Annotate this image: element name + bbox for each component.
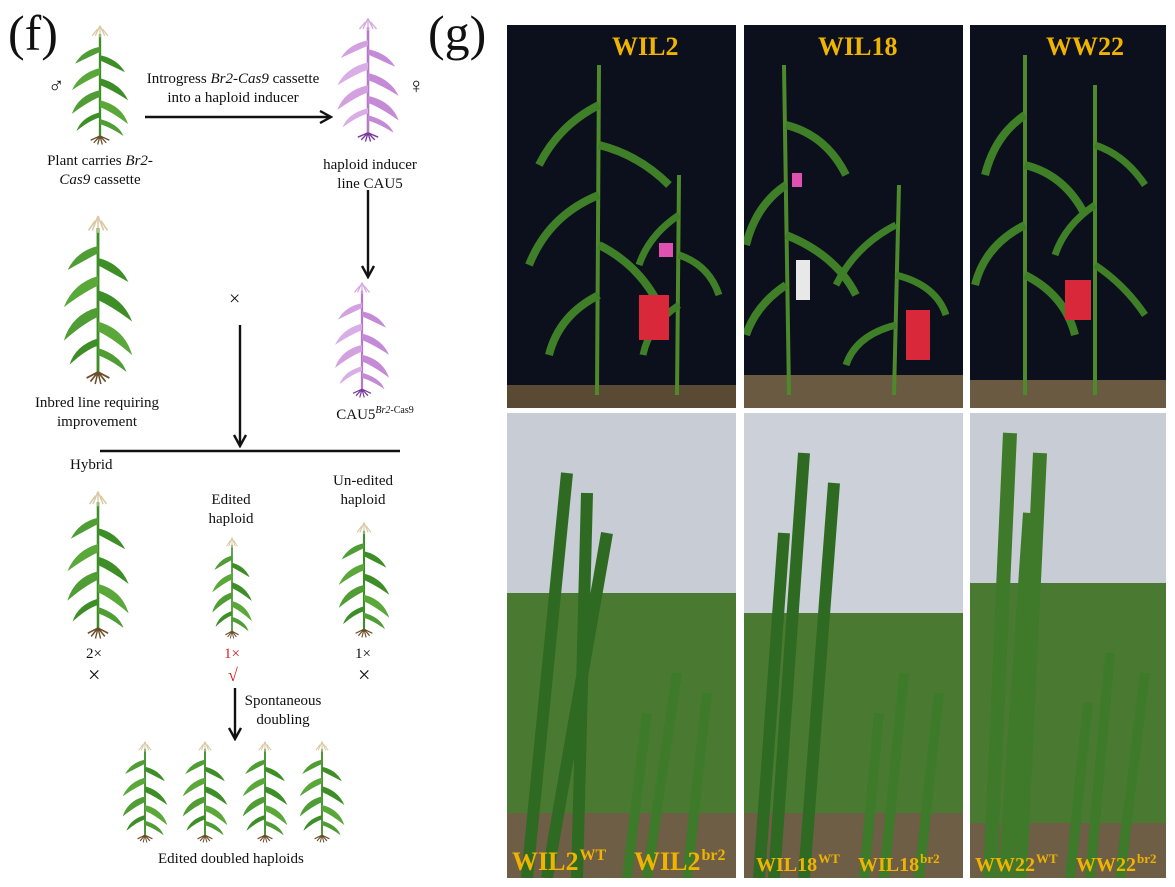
photo-wil18-plant xyxy=(744,25,963,408)
label-wil2-wt: WIL2WT xyxy=(512,847,607,876)
introgress-label: Introgress Br2-Cas9 cassette into a hapl… xyxy=(146,71,320,106)
edited-ploidy: 1× xyxy=(224,646,240,662)
cau5-edited-label: CAU5Br2-Cas9 xyxy=(336,405,414,423)
label-wil18-wt: WIL18WT xyxy=(756,851,840,876)
carrier-plant-icon xyxy=(70,24,130,146)
doubled-haploid-plant-icon xyxy=(181,740,229,844)
hybrid-label: Hybrid xyxy=(70,457,113,473)
panel-f-diagram xyxy=(61,17,400,844)
photo-wil2-field xyxy=(507,413,736,878)
label-wil2-br2: WIL2br2 xyxy=(634,847,726,876)
inbred-label: Inbred line requiring improvement xyxy=(34,395,160,430)
doubled-haploid-plant-icon xyxy=(298,740,346,844)
unedited-haploid-label: Un-edited haploid xyxy=(333,473,393,508)
label-wil18: WIL18 xyxy=(818,32,898,61)
edited-haploid-plant-icon xyxy=(211,536,253,640)
haploid-inducer-plant-icon xyxy=(336,17,400,143)
label-wil18-br2: WIL18br2 xyxy=(858,851,940,876)
label-ww22-br2: WW22br2 xyxy=(1076,851,1157,876)
male-symbol: ♂ xyxy=(48,73,65,98)
photo-ww22-field xyxy=(970,413,1166,878)
cau5-edited-plant-icon xyxy=(333,281,391,399)
unedited-reject-mark: × xyxy=(358,662,371,687)
final-label: Edited doubled haploids xyxy=(158,851,304,867)
doubled-haploid-plant-icon xyxy=(121,740,169,844)
label-wil2: WIL2 xyxy=(612,32,679,61)
panel-f-letter: (f) xyxy=(8,5,58,61)
hybrid-plant-icon xyxy=(65,489,131,641)
panel-g-letter: (g) xyxy=(428,5,487,61)
photo-wil2-plant xyxy=(507,25,736,408)
female-symbol: ♀ xyxy=(408,73,425,98)
cross-symbol: × xyxy=(229,288,241,310)
label-ww22: WW22 xyxy=(1046,32,1124,61)
doubled-haploid-plant-icon xyxy=(241,740,289,844)
edited-accept-mark: √ xyxy=(228,665,238,685)
photo-wil18-field xyxy=(744,413,963,878)
hybrid-reject-mark: × xyxy=(88,662,101,687)
unedited-haploid-plant-icon xyxy=(337,521,391,639)
doubling-label: Spontaneous doubling xyxy=(244,693,322,728)
inducer-label: haploid inducer line CAU5 xyxy=(323,157,417,192)
edited-haploid-label: Edited haploid xyxy=(208,492,254,527)
hybrid-ploidy: 2× xyxy=(86,646,102,662)
unedited-ploidy: 1× xyxy=(355,646,371,662)
carrier-label: Plant carries Br2- Cas9 cassette xyxy=(47,153,153,188)
photo-ww22-plant xyxy=(970,25,1166,408)
inbred-plant-icon xyxy=(61,214,134,386)
label-ww22-wt: WW22WT xyxy=(975,851,1058,876)
